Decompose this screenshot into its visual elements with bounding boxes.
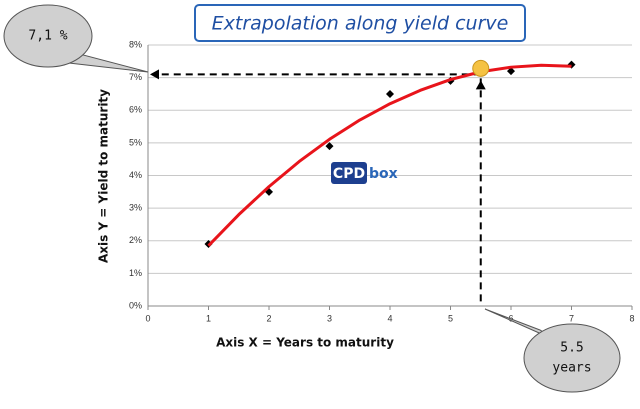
highlight-point [472,59,490,77]
x-tick-label: 6 [508,313,513,323]
chart-title: Extrapolation along yield curve [212,13,509,35]
x-tick-label: 8 [629,313,634,323]
title-box [194,4,526,42]
trend-line [207,63,572,247]
y-tick-label: 5% [129,137,142,147]
logo-badge [331,162,367,184]
y-axis-label: Axis Y = Yield to maturity [97,89,111,263]
logo-text: box [369,166,398,182]
y-tick-label: 6% [129,105,142,115]
callout-bubble [3,4,93,68]
y-tick-label: 2% [129,235,142,245]
data-point [325,142,334,151]
logo-text: CPD [333,166,365,182]
guide-arrow [150,69,159,80]
callout-bubble [523,323,621,393]
x-tick-label: 7 [569,313,574,323]
y-tick-label: 0% [129,300,142,310]
x-tick-label: 4 [387,313,392,323]
callout-text: years [552,361,591,376]
guide-arrow [475,80,486,90]
x-tick-label: 1 [206,313,211,323]
x-axis-label: Axis X = Years to maturity [216,336,394,350]
callout-text: 7,1 % [28,29,67,44]
y-tick-label: 8% [129,39,142,49]
x-tick-label: 2 [266,313,271,323]
y-tick-label: 1% [129,268,142,278]
y-tick-label: 4% [129,170,142,180]
y-tick-label: 7% [129,72,142,82]
callout-text: 5.5 [560,341,583,356]
data-point [507,67,515,76]
x-tick-label: 3 [327,313,332,323]
x-tick-label: 0 [145,313,150,323]
y-tick-label: 3% [129,203,142,213]
x-tick-label: 5 [448,313,453,323]
data-point [386,89,394,98]
